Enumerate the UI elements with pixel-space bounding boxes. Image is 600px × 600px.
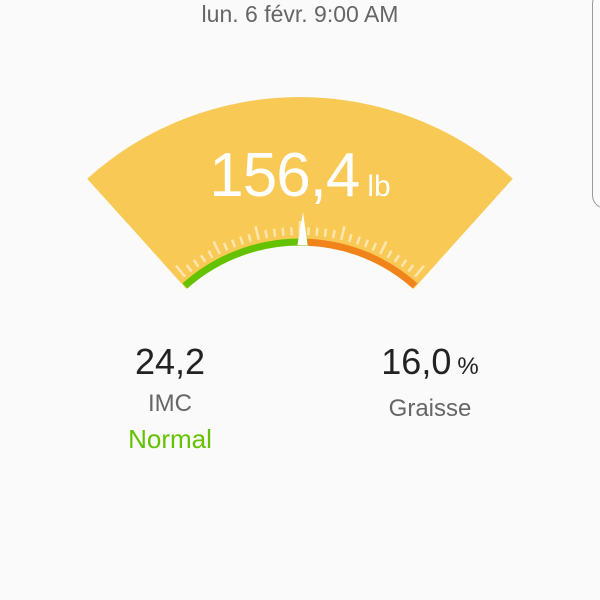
gauge-band-high [307,238,418,289]
gauge-tick [222,242,229,251]
gauge-tick [212,240,221,255]
body-fat-unit: % [457,353,479,380]
bmi-stat: 24,2 IMC Normal [70,340,270,455]
gauge-tick [331,229,336,239]
gauge-needle [297,212,308,246]
side-panel-edge[interactable] [592,0,600,209]
gauge-tick [323,228,328,237]
gauge-tick [400,259,408,268]
bmi-status: Normal [128,424,212,454]
bmi-value: 24,2 [134,341,206,382]
gauge-tick [379,240,388,255]
weight-unit: lb [367,170,391,203]
weight-readout: 156,4 lb [0,140,600,211]
gauge-tick [339,225,346,241]
gauge-tick [315,227,319,236]
gauge-band-normal [182,238,308,289]
gauge-tick [199,254,207,263]
gauge-tick [348,233,353,243]
gauge-tick [272,228,277,237]
body-fat-value: 16,0 [381,341,452,382]
gauge-tick [371,242,378,251]
gauge-tick [239,236,244,245]
gauge-tick [230,239,237,248]
gauge-tick [386,250,393,259]
gauge-tick [356,236,361,245]
date-label: lun. 6 févr. 9:00 AM [201,1,399,27]
gauge-tick [363,239,370,248]
gauge-tick [407,264,415,273]
gauge-tick [247,233,252,243]
gauge-tick [393,254,401,263]
gauge-ticks [175,221,425,278]
gauge-tick [207,250,214,259]
gauge-tick [281,227,285,236]
gauge-tick [175,264,186,278]
gauge-sector [87,97,513,289]
weight-value: 156,4 [209,141,360,210]
gauge-tick [264,229,269,239]
body-fat-stat: 16,0% Graisse [330,340,530,423]
gauge-tick [185,264,193,273]
gauge-tick [414,264,425,278]
body-fat-label: Graisse [388,395,472,422]
gauge-tick [254,225,261,241]
gauge-tick [192,259,200,268]
bmi-label: IMC [148,390,192,417]
